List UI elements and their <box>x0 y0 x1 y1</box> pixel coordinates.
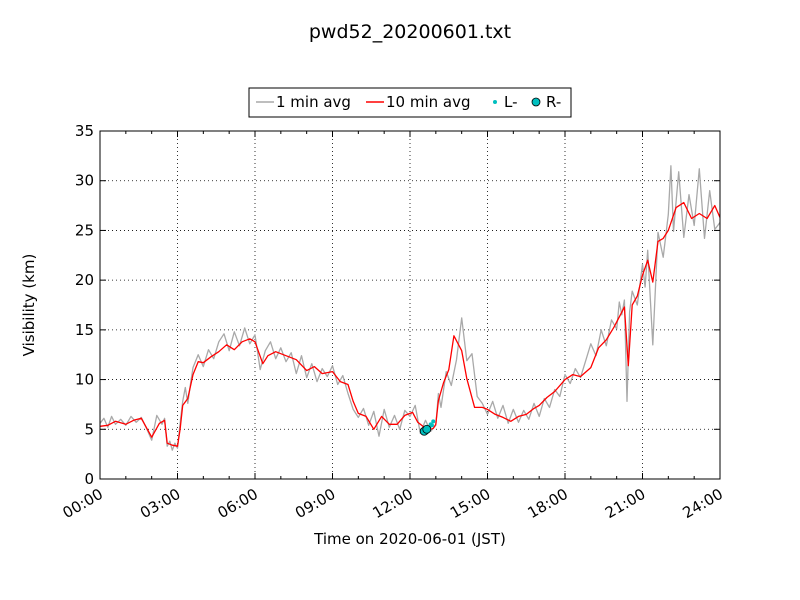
series-10min-line <box>99 201 721 447</box>
x-tick-label: 06:00 <box>215 485 261 522</box>
y-tick-label: 25 <box>75 221 94 239</box>
y-tick-label: 0 <box>84 470 94 488</box>
series-l-point <box>431 419 436 424</box>
x-tick-label: 24:00 <box>680 485 726 522</box>
legend-label: 1 min avg <box>276 93 351 111</box>
plot-background <box>100 131 720 479</box>
legend-label: R- <box>546 93 561 111</box>
y-tick-label: 35 <box>75 122 94 140</box>
y-tick-label: 5 <box>84 420 94 438</box>
x-tick-label: 12:00 <box>370 485 416 522</box>
y-tick-label: 10 <box>75 371 94 389</box>
legend: 1 min avg 10 min avg L- R- <box>248 87 572 118</box>
x-tick-label: 00:00 <box>60 485 106 522</box>
legend-label: L- <box>504 93 518 111</box>
series-1min-line <box>99 165 721 451</box>
series-r-point <box>422 424 432 434</box>
y-tick-label: 20 <box>75 271 94 289</box>
series-layer <box>99 165 721 451</box>
legend-small-marker <box>493 100 497 104</box>
legend-label: 10 min avg <box>386 93 471 111</box>
x-tick-label: 03:00 <box>137 485 183 522</box>
plot-area: 00:00 03:00 06:00 09:00 12:00 15:00 18:00 21:00… <box>60 122 726 522</box>
legend-box <box>248 87 572 118</box>
x-axis-label: Time on 2020-06-01 (JST) <box>313 530 506 548</box>
x-tick-label: 09:00 <box>292 485 338 522</box>
x-tick-label: 21:00 <box>602 485 648 522</box>
y-tick-label: 15 <box>75 321 94 339</box>
x-tick-label: 15:00 <box>447 485 493 522</box>
grid <box>100 131 720 479</box>
y-tick-label: 30 <box>75 172 94 190</box>
series-l-point <box>429 423 434 428</box>
y-axis-label: Visibility (km) <box>20 254 38 357</box>
x-tick-label: 18:00 <box>525 485 571 522</box>
legend-circle-marker <box>531 97 541 107</box>
chart-title: pwd52_20200601.txt <box>309 21 511 43</box>
